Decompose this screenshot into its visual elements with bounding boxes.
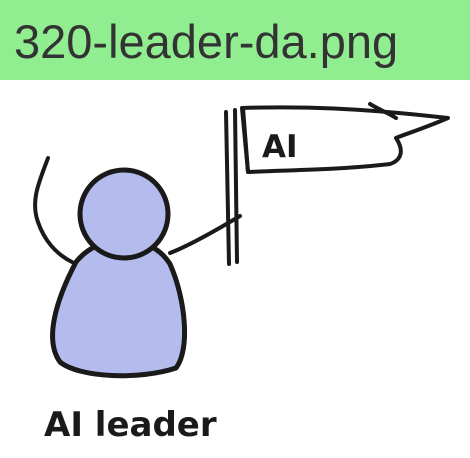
flag-pole <box>224 108 239 266</box>
filename-label: 320-leader-da.png <box>14 15 399 68</box>
left-arm <box>33 156 74 264</box>
right-arm <box>168 214 242 255</box>
figure-head <box>77 167 171 261</box>
flag-label: AI <box>262 129 298 165</box>
ai-leader-illustration: AI AI leader <box>33 102 450 445</box>
filename-header: 320-leader-da.png <box>0 0 470 80</box>
caption-label: AI leader <box>44 405 217 445</box>
pennant-flag-icon <box>240 102 450 174</box>
